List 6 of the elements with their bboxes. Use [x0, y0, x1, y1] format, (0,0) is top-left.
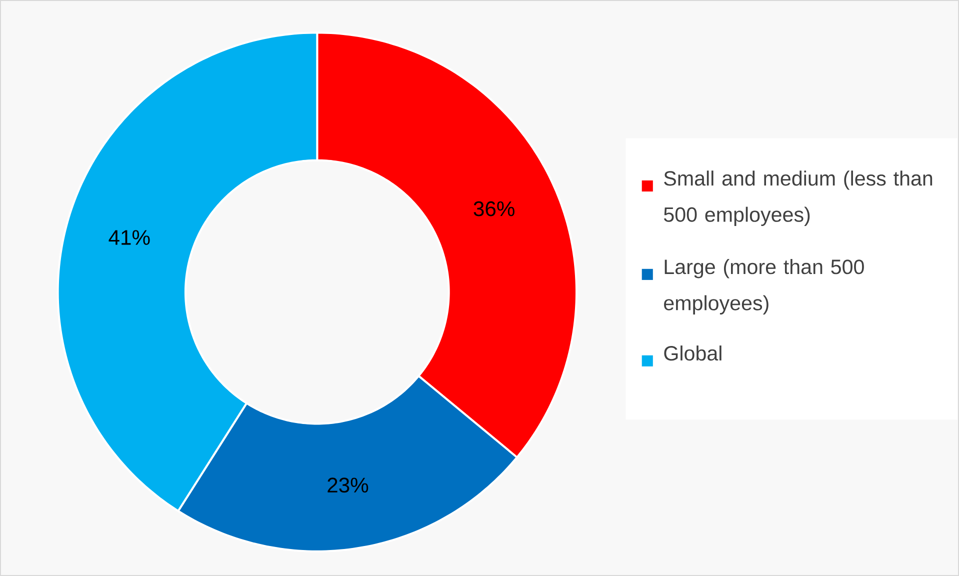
legend-label: Large (more than 500 employees): [664, 259, 864, 314]
legend-label: Small and medium (less than 500 employees): [664, 170, 932, 226]
legend-label: Global: [664, 346, 722, 361]
data-label: 36%: [474, 201, 514, 216]
data-label: 23%: [328, 478, 368, 493]
data-label: 41%: [108, 230, 150, 245]
